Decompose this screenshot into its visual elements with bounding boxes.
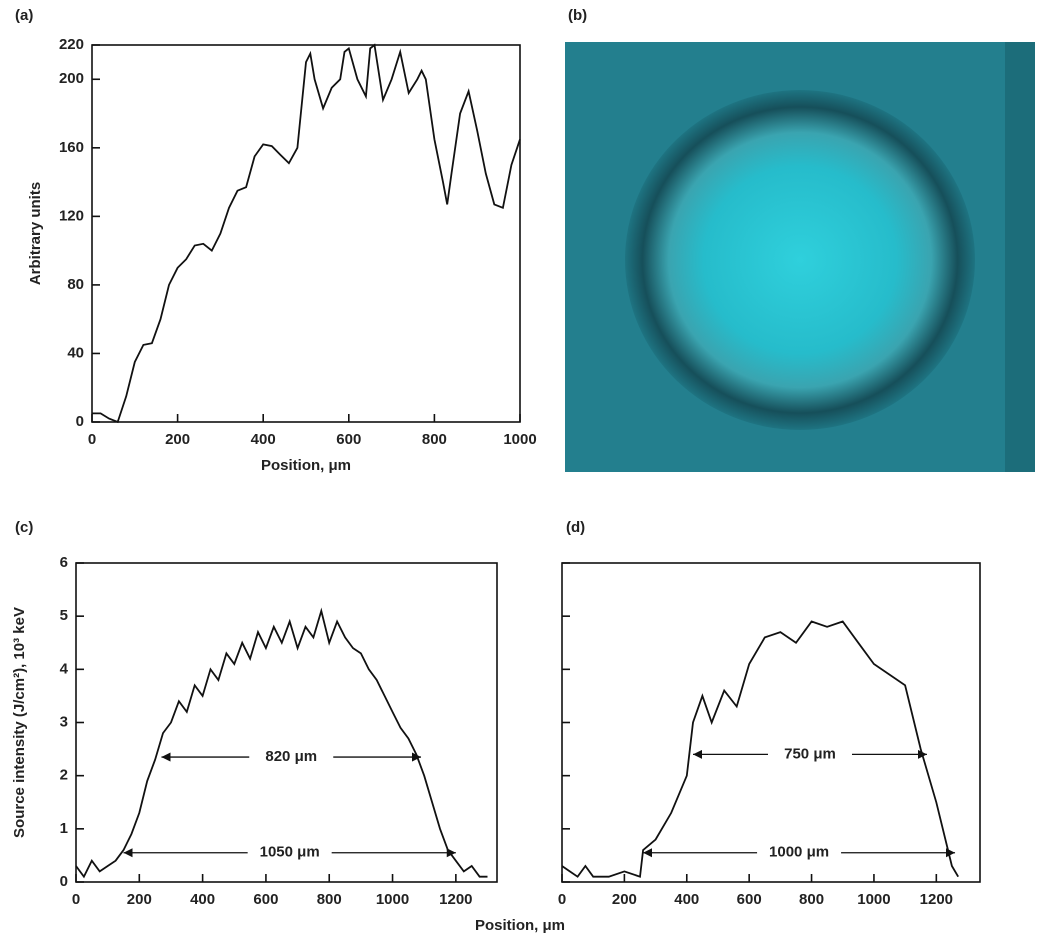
y-tick-label: 0: [60, 873, 68, 890]
data-line: [92, 43, 521, 424]
x-axis-label: Position, μm: [475, 917, 565, 934]
label-background: [767, 744, 852, 765]
y-tick-label: 3: [60, 713, 68, 730]
x-tick-label: 1200: [439, 891, 472, 908]
x-tick-label: 800: [317, 891, 342, 908]
y-tick-label: 80: [67, 276, 84, 293]
x-tick-label: 1000: [857, 891, 890, 908]
x-tick-label: 1200: [920, 891, 953, 908]
x-tick-label: 1000: [503, 431, 536, 448]
x-tick-label: 0: [72, 891, 80, 908]
x-axis-label: Position, μm: [261, 457, 351, 474]
y-tick-label: 2: [60, 767, 68, 784]
data-line: [75, 607, 488, 879]
x-tick-label: 400: [190, 891, 215, 908]
x-tick-label: 600: [737, 891, 762, 908]
y-tick-label: 1: [60, 820, 68, 837]
x-tick-label: 0: [558, 891, 566, 908]
y-tick-label: 0: [76, 413, 84, 430]
data-line: [561, 620, 959, 878]
image-spot: [625, 90, 975, 430]
y-tick-label: 4: [60, 660, 69, 677]
span-label: 1000 μm: [769, 844, 829, 861]
x-tick-label: 0: [88, 431, 96, 448]
x-tick-label: 600: [336, 431, 361, 448]
panel-label: (c): [15, 519, 33, 536]
label-background: [247, 842, 332, 863]
x-tick-label: 600: [253, 891, 278, 908]
span-label: 1050 μm: [260, 844, 320, 861]
y-tick-label: 120: [59, 207, 84, 224]
plot-frame: [561, 562, 981, 883]
span-label: 750 μm: [784, 745, 836, 762]
y-axis-label: Arbitrary units: [27, 182, 44, 285]
x-tick-label: 200: [127, 891, 152, 908]
x-tick-label: 800: [422, 431, 447, 448]
y-tick-label: 160: [59, 139, 84, 156]
panel-label: (b): [568, 7, 587, 24]
x-tick-label: 1000: [376, 891, 409, 908]
x-tick-label: 200: [165, 431, 190, 448]
image-panel: [565, 42, 1035, 472]
image-edge: [1005, 42, 1035, 472]
panel-label: (d): [566, 519, 585, 536]
y-axis-label: Source intensity (J/cm²), 10³ keV: [11, 607, 28, 838]
y-tick-label: 40: [67, 344, 84, 361]
plot-frame: [75, 562, 498, 883]
plot-frame: [91, 44, 521, 423]
y-tick-label: 5: [60, 607, 68, 624]
y-tick-label: 6: [60, 554, 68, 571]
y-tick-label: 220: [59, 36, 84, 53]
label-background: [249, 747, 334, 768]
y-tick-label: 200: [59, 70, 84, 87]
x-tick-label: 200: [612, 891, 637, 908]
x-tick-label: 400: [674, 891, 699, 908]
x-tick-label: 400: [251, 431, 276, 448]
panel-label: (a): [15, 7, 33, 24]
span-label: 820 μm: [265, 748, 317, 765]
x-tick-label: 800: [799, 891, 824, 908]
label-background: [757, 842, 842, 863]
